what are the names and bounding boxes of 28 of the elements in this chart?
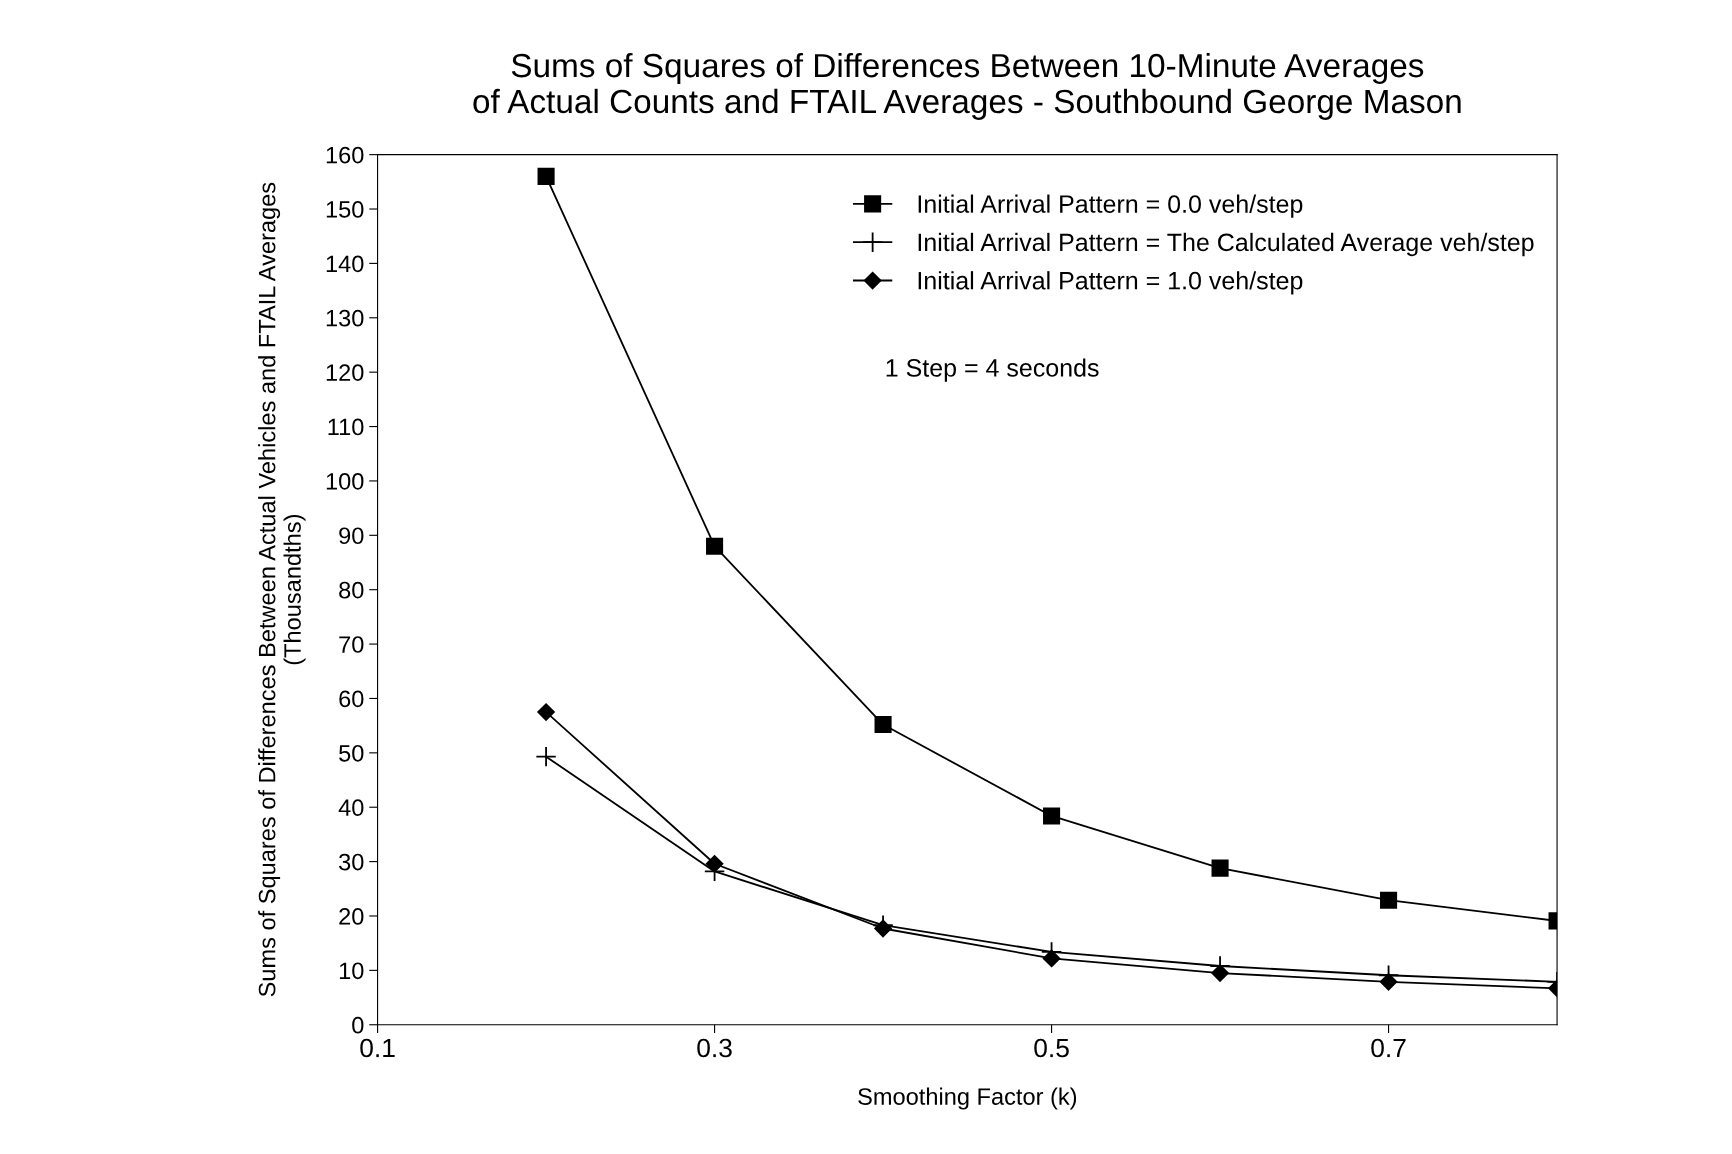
y-tick-label: 0 <box>352 1016 364 1034</box>
y-tick-label: 130 <box>326 309 364 327</box>
annotation: 1 Step = 4 seconds <box>886 358 1099 382</box>
y-tick-label: 30 <box>339 853 364 871</box>
x-tick-label: 0.5 <box>1034 1038 1069 1058</box>
y-tick-label: 120 <box>326 364 364 381</box>
chart-title: Sums of Squares of Differences Between 10-Minute Averages of Actual Counts and FTAIL Averages - Southbound George Mason <box>473 52 1461 120</box>
y-tick-label: 150 <box>326 201 364 218</box>
y-tick-label: 90 <box>339 527 364 545</box>
y-tick-label: 160 <box>326 146 364 164</box>
y-tick-label: 50 <box>339 744 364 762</box>
legend-label: Initial Arrival Pattern = 0.0 veh/step <box>918 194 1303 218</box>
y-tick-label: 100 <box>326 473 364 490</box>
x-axis-title: Smoothing Factor (k) <box>858 1087 1077 1110</box>
y-tick-label: 80 <box>339 581 364 599</box>
y-tick-label: 10 <box>339 962 364 980</box>
x-tick-label: 0.1 <box>360 1038 395 1058</box>
y-tick-label: 40 <box>338 799 364 817</box>
y-axis-title: Sums of Squares of Differences Between Actual Vehicles and FTAIL Averages (Thousandths) <box>258 182 306 997</box>
y-tick-label: 110 <box>328 418 364 436</box>
legend-label: Initial Arrival Pattern = The Calculated Average veh/step <box>918 232 1534 257</box>
legend-label: Initial Arrival Pattern = 1.0 veh/step <box>918 271 1303 295</box>
x-tick-label: 0.7 <box>1371 1038 1406 1058</box>
y-tick-label: 20 <box>339 908 364 925</box>
y-tick-label: 60 <box>339 690 364 708</box>
y-tick-label: 140 <box>326 255 364 273</box>
y-tick-label: 70 <box>339 636 364 653</box>
x-tick-label: 0.3 <box>697 1038 732 1058</box>
